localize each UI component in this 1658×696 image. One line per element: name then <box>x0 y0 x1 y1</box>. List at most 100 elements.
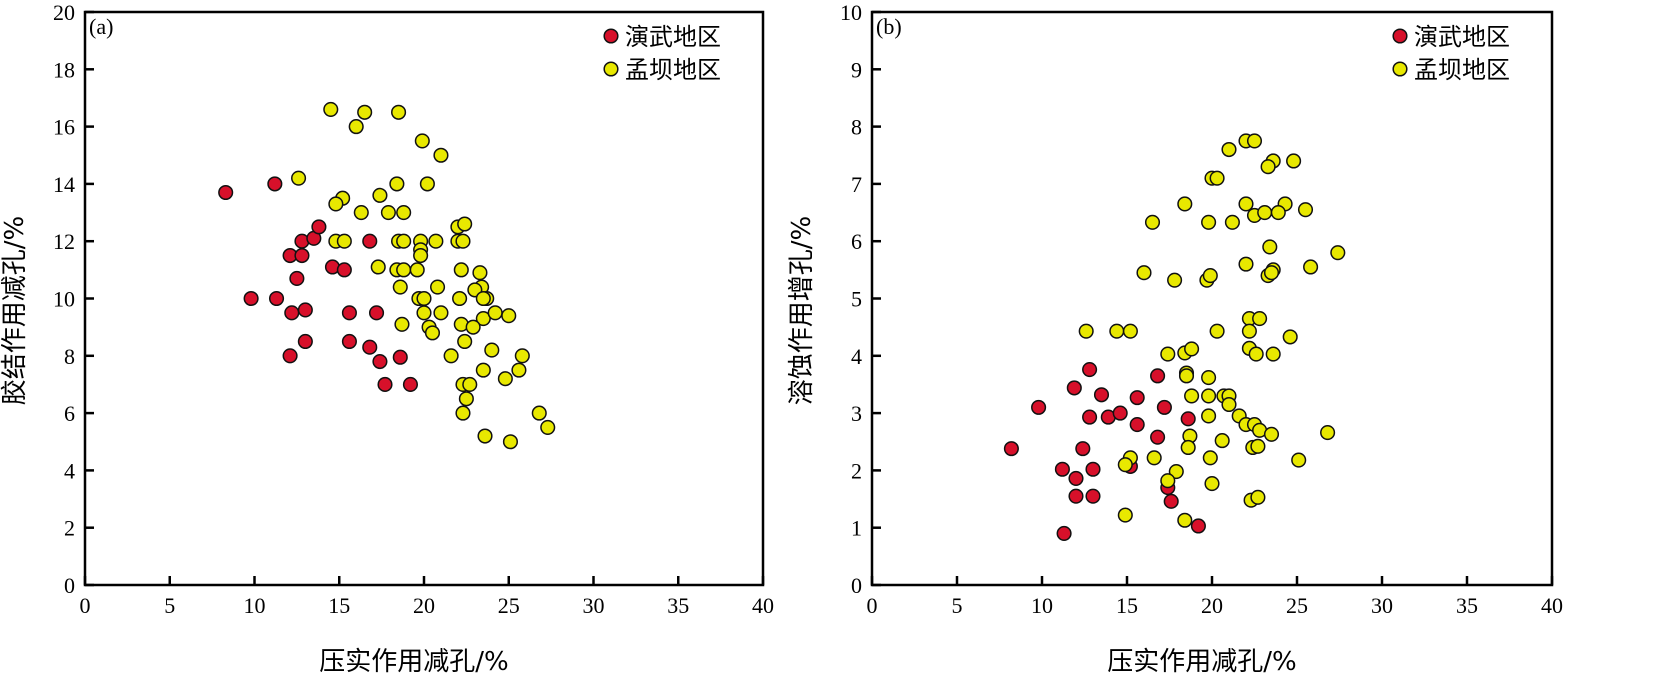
data-point <box>428 233 444 249</box>
x-tick-label: 10 <box>1031 593 1053 618</box>
data-point <box>348 119 364 135</box>
data-point <box>1150 368 1166 384</box>
data-point <box>413 247 429 264</box>
x-tick-label: 35 <box>667 593 689 618</box>
data-point <box>328 196 344 212</box>
data-point <box>1082 409 1098 425</box>
data-point <box>1221 141 1237 158</box>
x-tick-label: 35 <box>1456 593 1478 618</box>
data-point <box>1144 214 1161 230</box>
data-point <box>1129 417 1145 433</box>
y-tick-label: 5 <box>851 287 862 312</box>
data-point <box>1184 388 1200 404</box>
series-yanwu <box>1003 362 1206 541</box>
data-point <box>372 353 388 370</box>
data-point <box>457 333 473 350</box>
data-point <box>377 376 393 393</box>
data-point <box>357 104 373 120</box>
data-point <box>455 405 471 421</box>
data-point <box>1109 323 1125 339</box>
data-point <box>1250 489 1266 505</box>
data-point <box>414 133 430 149</box>
y-tick-label: 10 <box>53 287 75 312</box>
x-tick-label: 25 <box>1286 593 1308 618</box>
data-point <box>1093 387 1110 403</box>
panel-label: (a) <box>89 14 113 39</box>
data-point <box>433 305 449 321</box>
data-point <box>475 290 491 307</box>
data-point <box>458 391 474 407</box>
x-tick-label: 0 <box>867 593 878 618</box>
data-point <box>323 101 339 117</box>
y-tick-label: 4 <box>851 344 862 369</box>
data-point <box>1303 259 1319 275</box>
x-axis-title: 压实作用减孔/% <box>1107 647 1296 677</box>
data-point <box>396 262 412 278</box>
data-point <box>1160 346 1176 362</box>
data-point <box>540 419 556 435</box>
data-point <box>336 262 352 278</box>
data-point <box>341 333 357 350</box>
data-point <box>1209 170 1225 186</box>
data-point <box>362 233 378 249</box>
data-point <box>1112 405 1128 421</box>
y-tick-label: 8 <box>851 115 862 140</box>
data-point <box>1221 396 1237 413</box>
data-point <box>1238 196 1254 212</box>
y-tick-label: 6 <box>64 401 75 426</box>
data-point <box>370 259 386 275</box>
y-tick-label: 12 <box>53 229 75 254</box>
x-tick-label: 15 <box>1116 593 1138 618</box>
series-mengba <box>291 101 556 450</box>
data-point <box>531 405 547 421</box>
x-tick-label: 40 <box>1541 593 1563 618</box>
data-point <box>1184 341 1200 357</box>
data-point <box>419 176 435 192</box>
data-point <box>1068 470 1084 486</box>
legend-label: 孟坝地区 <box>1414 56 1510 84</box>
panel-label: (b) <box>876 14 902 39</box>
x-tick-label: 25 <box>498 593 520 618</box>
data-point <box>297 302 313 318</box>
data-point <box>1129 390 1145 406</box>
x-tick-label: 5 <box>164 593 175 618</box>
data-point <box>267 176 283 192</box>
data-point <box>392 279 408 295</box>
data-point <box>1209 323 1225 339</box>
data-point <box>1246 133 1263 149</box>
data-point <box>1250 438 1266 454</box>
data-point <box>514 348 530 364</box>
data-point <box>389 176 405 192</box>
chart-panel-b: 0 5 10 15 20 25 30 35 40 0 1 2 3 4 5 6 7 8 9 10 压实作用减孔/% 溶蚀作用… <box>787 0 1563 677</box>
data-point <box>1224 214 1240 230</box>
data-point <box>336 233 352 249</box>
data-point <box>396 233 412 249</box>
data-point <box>268 290 285 307</box>
data-point <box>416 290 432 307</box>
data-point <box>380 205 396 221</box>
data-point <box>282 348 298 364</box>
data-point <box>402 376 418 393</box>
data-point <box>1257 205 1273 221</box>
data-point <box>1136 265 1152 281</box>
data-point <box>1150 429 1166 445</box>
x-tick-label: 0 <box>80 593 91 618</box>
y-tick-label: 0 <box>851 573 862 598</box>
data-point <box>1201 370 1217 386</box>
x-tick-label: 20 <box>413 593 435 618</box>
data-point <box>392 349 408 365</box>
data-point <box>1201 408 1217 424</box>
data-point <box>1248 346 1264 362</box>
data-point <box>1282 329 1298 345</box>
data-point <box>1163 493 1179 509</box>
data-point <box>362 339 378 355</box>
data-point <box>1241 323 1257 339</box>
data-point <box>1178 368 1195 384</box>
data-point <box>1056 525 1072 541</box>
legend-marker <box>603 61 619 77</box>
data-point <box>501 308 517 324</box>
plot-frame <box>870 10 1554 587</box>
y-tick-label: 2 <box>851 458 862 483</box>
y-tick-label: 9 <box>851 57 862 82</box>
